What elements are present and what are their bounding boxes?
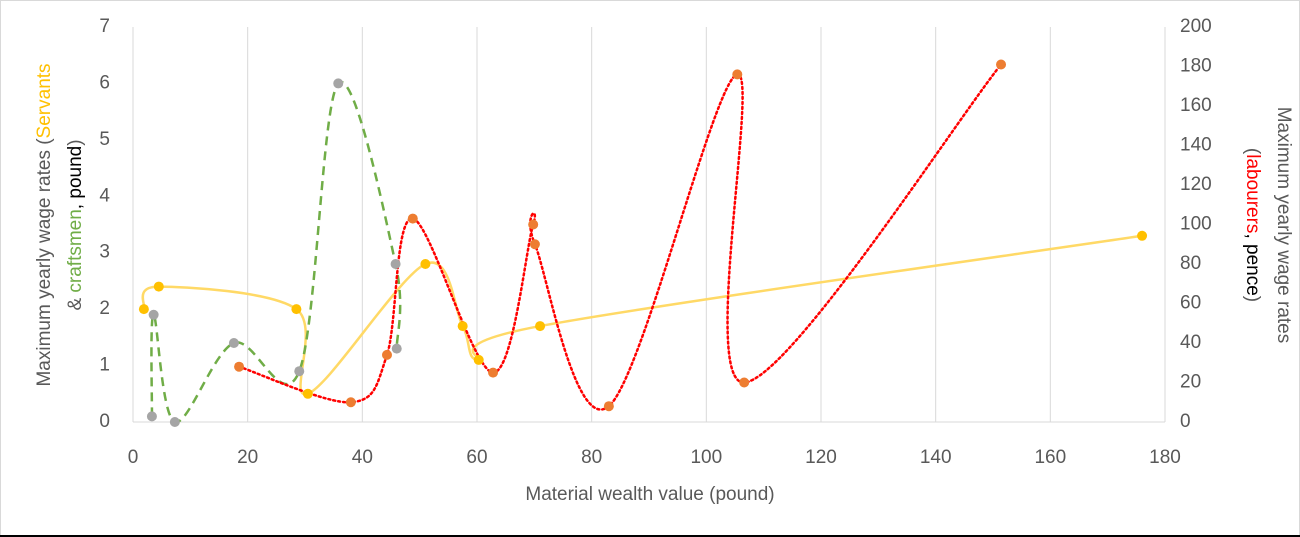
y2-tick-label: 120 <box>1180 174 1212 195</box>
point <box>153 281 164 292</box>
point <box>420 259 431 269</box>
point <box>146 411 157 422</box>
x-tick-label: 180 <box>1149 447 1181 468</box>
series-line <box>150 80 402 424</box>
point <box>529 239 540 250</box>
x-tick-label: 80 <box>581 447 602 468</box>
point <box>302 388 313 399</box>
y-tick-label: 5 <box>99 129 110 150</box>
y-tick-label: 0 <box>99 411 110 432</box>
x-tick-label: 100 <box>690 447 722 468</box>
y2-tick-label: 40 <box>1180 332 1201 353</box>
point <box>996 59 1007 70</box>
x-tick-label: 40 <box>352 447 373 468</box>
point <box>390 259 401 269</box>
point <box>345 397 356 408</box>
point <box>148 309 159 320</box>
y2-tick-label: 140 <box>1180 135 1212 156</box>
point <box>294 366 305 377</box>
point <box>169 417 180 427</box>
y2-tick-label: 20 <box>1180 372 1201 393</box>
point <box>234 361 245 372</box>
point <box>732 69 743 80</box>
y2-axis-title: Maximum yearly wage rates <box>1273 107 1294 344</box>
y2-tick-label: 160 <box>1180 95 1212 116</box>
point <box>138 304 149 315</box>
point <box>535 321 546 332</box>
point <box>407 213 418 224</box>
y2-tick-label: 80 <box>1180 253 1201 274</box>
point <box>381 349 392 360</box>
y-tick-label: 1 <box>99 355 110 376</box>
x-tick-label: 140 <box>920 447 952 468</box>
y2-axis-title-line2: (labourers, pence) <box>1242 148 1263 302</box>
series-line <box>141 234 1143 396</box>
y2-tick-label: 100 <box>1180 214 1212 235</box>
y-tick-label: 3 <box>99 242 110 263</box>
x-axis-title: Material wealth value (pound) <box>525 484 774 505</box>
y2-tick-label: 60 <box>1180 293 1201 314</box>
point <box>488 367 499 378</box>
point <box>457 321 468 332</box>
point <box>739 377 750 388</box>
y-tick-label: 6 <box>99 72 110 93</box>
x-tick-label: 0 <box>128 447 139 468</box>
y2-tick-label: 180 <box>1180 56 1212 77</box>
x-tick-label: 120 <box>805 447 837 468</box>
y-axis-title: Maximum yearly wage rates (Servants <box>34 63 55 386</box>
x-tick-label: 160 <box>1034 447 1066 468</box>
point <box>603 401 614 412</box>
y-tick-label: 2 <box>99 298 110 319</box>
point <box>291 304 302 315</box>
x-tick-label: 20 <box>237 447 258 468</box>
y-axis-title-line2: & craftsmen, pound) <box>65 139 86 310</box>
point <box>228 338 239 348</box>
point <box>528 219 539 230</box>
point <box>473 354 484 365</box>
y2-tick-label: 200 <box>1180 16 1212 37</box>
point <box>333 78 344 89</box>
point <box>391 343 402 354</box>
point <box>1137 230 1148 241</box>
x-tick-label: 60 <box>466 447 487 468</box>
y2-tick-label: 0 <box>1180 411 1191 432</box>
y-tick-label: 4 <box>99 185 110 206</box>
y-tick-label: 7 <box>99 16 110 37</box>
